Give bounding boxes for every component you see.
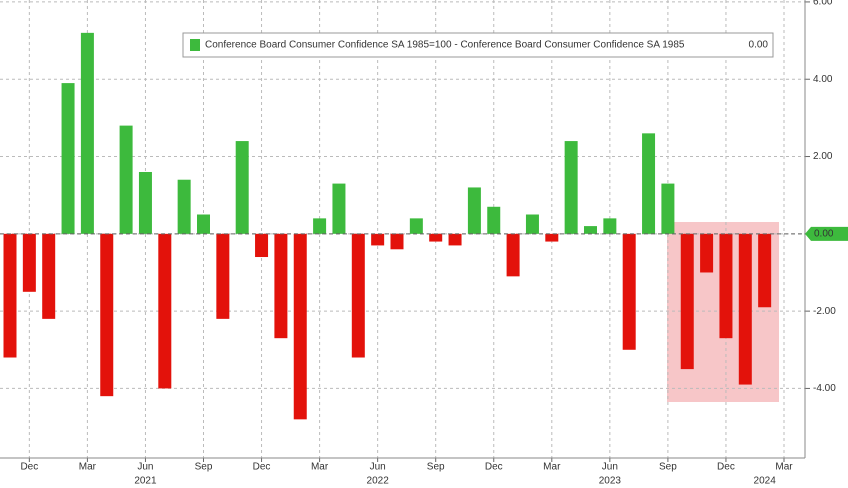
bar bbox=[22, 233, 36, 292]
bar bbox=[138, 171, 152, 234]
x-tick-label: Dec bbox=[20, 462, 38, 473]
x-tick-label: Jun bbox=[370, 462, 386, 473]
x-tick-label: Sep bbox=[195, 462, 213, 473]
bar bbox=[506, 233, 520, 277]
bar bbox=[738, 233, 752, 385]
x-tick-label: Jun bbox=[602, 462, 618, 473]
last-value-label: 0.00 bbox=[814, 228, 834, 239]
bar bbox=[661, 183, 675, 234]
bar bbox=[603, 218, 617, 234]
year-label: 2022 bbox=[367, 476, 390, 487]
bar bbox=[80, 32, 94, 234]
x-tick-label: Mar bbox=[79, 462, 97, 473]
bar bbox=[584, 226, 597, 234]
x-tick-label: Mar bbox=[775, 462, 793, 473]
x-tick-label: Mar bbox=[543, 462, 561, 473]
bar bbox=[719, 233, 733, 339]
bar bbox=[371, 233, 385, 246]
bar bbox=[313, 218, 327, 234]
bar bbox=[332, 183, 346, 234]
x-tick-label: Dec bbox=[253, 462, 271, 473]
x-tick-label: Mar bbox=[311, 462, 329, 473]
y-tick-label: 4.00 bbox=[813, 74, 833, 85]
bar bbox=[293, 233, 307, 420]
legend-label: Conference Board Consumer Confidence SA … bbox=[205, 40, 685, 51]
x-tick-label: Dec bbox=[717, 462, 735, 473]
bar bbox=[197, 214, 210, 234]
bar bbox=[622, 233, 636, 350]
bar bbox=[487, 206, 501, 234]
legend-swatch bbox=[190, 39, 200, 51]
bar bbox=[42, 233, 56, 319]
bar bbox=[216, 233, 230, 319]
x-tick-label: Dec bbox=[485, 462, 503, 473]
bar bbox=[525, 214, 539, 234]
bar bbox=[119, 125, 133, 234]
x-tick-label: Sep bbox=[427, 462, 445, 473]
bar bbox=[3, 233, 17, 358]
bar bbox=[642, 133, 656, 234]
bar bbox=[255, 233, 269, 258]
bar bbox=[545, 233, 559, 242]
year-label: 2021 bbox=[134, 476, 157, 487]
bar bbox=[61, 83, 75, 234]
bar bbox=[429, 233, 443, 242]
bar bbox=[158, 233, 172, 389]
y-tick-label: 6.00 bbox=[813, 0, 833, 8]
year-label: 2023 bbox=[599, 476, 622, 487]
bar bbox=[390, 233, 404, 250]
bar bbox=[100, 233, 114, 397]
bar bbox=[235, 141, 249, 234]
bar bbox=[700, 233, 714, 273]
bar bbox=[351, 233, 365, 358]
last-value-tag bbox=[805, 226, 848, 241]
bar bbox=[564, 141, 578, 234]
bar bbox=[680, 233, 694, 370]
bar bbox=[467, 187, 481, 234]
bar bbox=[758, 233, 772, 308]
bar bbox=[409, 218, 423, 234]
y-tick-label: -2.00 bbox=[813, 306, 836, 317]
x-tick-label: Sep bbox=[659, 462, 677, 473]
bar bbox=[448, 233, 462, 246]
legend-box bbox=[182, 32, 774, 58]
x-tick-label: Jun bbox=[137, 462, 153, 473]
bar bbox=[177, 179, 191, 234]
bar bbox=[274, 233, 288, 339]
y-tick-label: 2.00 bbox=[813, 151, 833, 162]
year-label: 2024 bbox=[754, 476, 777, 487]
legend-value: 0.00 bbox=[749, 40, 769, 51]
y-tick-label: -4.00 bbox=[813, 383, 836, 394]
